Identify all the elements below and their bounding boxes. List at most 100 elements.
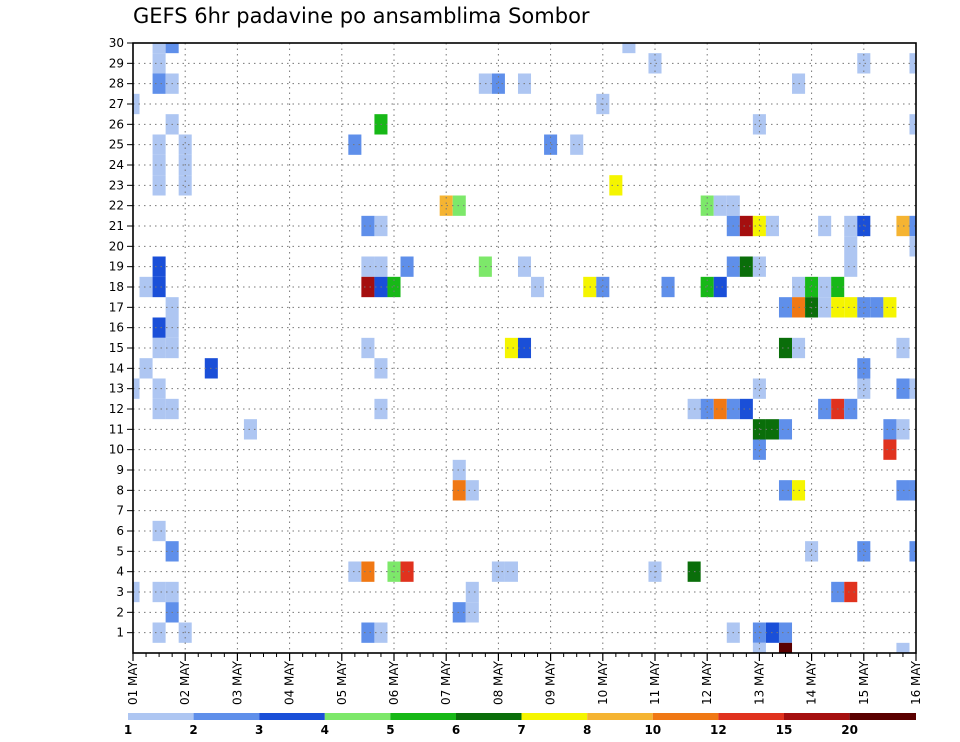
heatmap-cell	[387, 276, 401, 298]
heatmap-cell	[465, 581, 479, 603]
heatmap-cell	[778, 642, 793, 653]
heatmap-cell	[713, 398, 727, 420]
heatmap-cell	[752, 642, 766, 653]
heatmap-cell	[152, 154, 166, 176]
heatmap-cell	[361, 215, 375, 237]
colorbar-segment	[521, 713, 588, 720]
heatmap-cell	[752, 439, 766, 460]
x-tick-label: 13 MAY	[752, 660, 766, 705]
y-tick-label: 22	[109, 199, 124, 213]
colorbar-segment	[718, 713, 784, 720]
heatmap-cell	[713, 276, 727, 298]
y-tick-label: 29	[109, 56, 124, 70]
heatmap-cell	[857, 541, 871, 562]
heatmap-cell	[133, 93, 140, 115]
heatmap-cell	[713, 195, 727, 216]
heatmap-cell	[348, 134, 362, 155]
heatmap-cell	[400, 561, 414, 582]
x-tick-label: 14 MAY	[805, 660, 819, 705]
y-tick-label: 16	[109, 321, 124, 335]
heatmap-cell	[909, 53, 916, 74]
y-tick-label: 15	[109, 341, 124, 355]
heatmap-cell	[739, 215, 753, 237]
heatmap-cell	[504, 337, 518, 359]
y-tick-label: 14	[109, 361, 124, 375]
heatmap-cell	[778, 419, 793, 440]
x-tick-label: 01 MAY	[126, 660, 140, 705]
heatmap-cell	[139, 276, 153, 298]
heatmap-cell	[361, 561, 375, 582]
heatmap-cell	[883, 439, 897, 460]
heatmap-cell	[844, 297, 858, 318]
x-tick-label: 12 MAY	[700, 660, 714, 705]
heatmap-cell	[452, 459, 466, 481]
y-axis: 1234567891011121314151617181920212223242…	[109, 36, 133, 640]
heatmap-cell	[857, 378, 871, 399]
y-tick-label: 7	[116, 504, 124, 518]
heatmap-cell	[909, 378, 916, 399]
heatmap-cell	[752, 378, 766, 399]
heatmap-cell	[152, 622, 166, 643]
y-tick-label: 23	[109, 178, 124, 192]
heatmap-cell	[739, 398, 753, 420]
colorbar-segment	[784, 713, 850, 720]
y-tick-label: 18	[109, 280, 124, 294]
heatmap-cell	[896, 480, 910, 501]
x-tick-label: 03 MAY	[230, 660, 244, 705]
heatmap-cell	[400, 256, 414, 277]
heatmap-cell	[361, 276, 375, 298]
heatmap-cell	[844, 581, 858, 603]
heatmap-cell	[152, 276, 166, 298]
heatmap-cell	[152, 175, 166, 196]
y-tick-label: 3	[116, 585, 124, 599]
heatmap-cell	[778, 337, 793, 359]
heatmap-cell	[661, 276, 675, 298]
heatmap-cell	[883, 297, 897, 318]
heatmap-cell	[452, 480, 466, 501]
y-tick-label: 21	[109, 219, 124, 233]
y-tick-label: 27	[109, 97, 124, 111]
heatmap-cell	[152, 520, 166, 542]
heatmap-cell	[361, 256, 375, 277]
y-tick-label: 9	[116, 463, 124, 477]
y-tick-label: 26	[109, 117, 124, 131]
y-tick-label: 17	[109, 300, 124, 314]
heatmap-cell	[133, 581, 140, 603]
heatmap-cell	[778, 297, 793, 318]
y-tick-label: 6	[116, 524, 124, 538]
heatmap-cell	[152, 337, 166, 359]
y-tick-label: 13	[109, 382, 124, 396]
heatmap-cell	[465, 480, 479, 501]
heatmap-cell	[844, 256, 858, 277]
heatmap-cell	[896, 419, 910, 440]
colorbar-segment	[390, 713, 456, 720]
colorbar-tick-label: 6	[452, 723, 460, 737]
colorbar-segment	[193, 713, 260, 720]
colorbar-tick-label: 8	[583, 723, 591, 737]
x-tick-label: 10 MAY	[596, 660, 610, 705]
colorbar-tick-label: 7	[517, 723, 525, 737]
heatmap-cell	[178, 134, 192, 155]
heatmap-cell	[152, 317, 166, 338]
x-tick-label: 05 MAY	[335, 660, 349, 705]
colorbar-tick-label: 1	[124, 723, 132, 737]
heatmap-cell	[361, 337, 375, 359]
heatmap-cell	[896, 642, 910, 653]
colorbar-segment	[849, 713, 916, 720]
heatmap-cell	[700, 195, 714, 216]
colorbar-tick-label: 5	[386, 723, 394, 737]
heatmap-cell	[909, 541, 916, 562]
heatmap-cell	[452, 602, 466, 623]
heatmap-cell	[361, 622, 375, 643]
heatmap-cell	[165, 43, 179, 54]
heatmap-cell	[152, 378, 166, 399]
heatmap-cell	[778, 480, 793, 501]
x-tick-label: 08 MAY	[491, 660, 505, 705]
y-tick-label: 20	[109, 239, 124, 253]
y-tick-label: 2	[116, 605, 124, 619]
heatmap-cell	[896, 378, 910, 399]
y-tick-label: 8	[116, 483, 124, 497]
heatmap-cell	[778, 622, 793, 643]
y-tick-label: 5	[116, 544, 124, 558]
